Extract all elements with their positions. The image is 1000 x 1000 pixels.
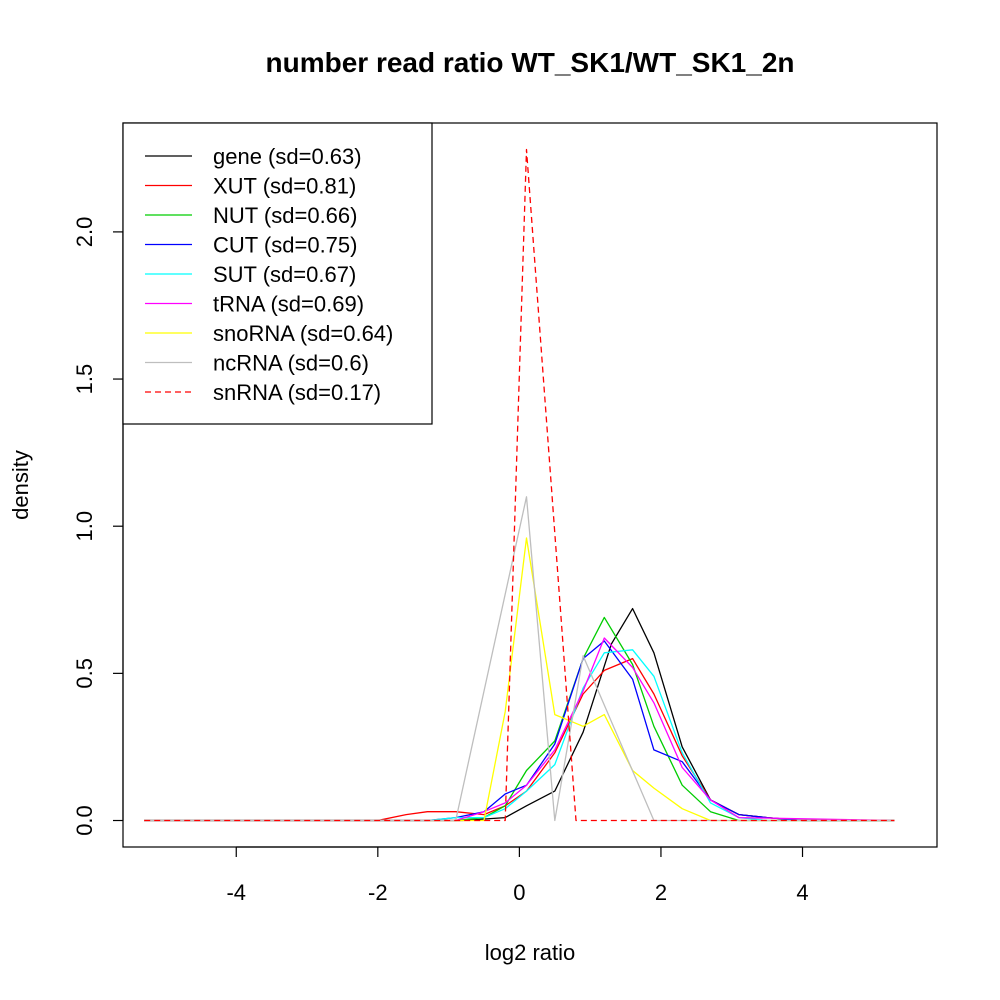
x-tick-label: -4 <box>226 880 246 905</box>
series-line-5 <box>144 637 895 822</box>
series-layer <box>144 148 895 822</box>
x-tick-label: 4 <box>796 880 808 905</box>
y-tick-label: 1.5 <box>72 364 97 395</box>
y-tick-label: 2.0 <box>72 217 97 248</box>
series-line-7 <box>144 496 895 822</box>
legend-label: SUT (sd=0.67) <box>213 262 356 287</box>
legend: gene (sd=0.63) XUT (sd=0.81) NUT (sd=0.66)… <box>122 122 433 425</box>
chart-title: number read ratio WT_SK1/WT_SK1_2n <box>265 47 794 78</box>
x-axis-label: log2 ratio <box>485 940 576 965</box>
y-axis: 0.0 0.5 1.0 1.5 2.0 <box>72 217 124 836</box>
x-tick-label: 2 <box>655 880 667 905</box>
legend-label: tRNA (sd=0.69) <box>213 292 364 317</box>
series-line-3 <box>144 640 895 822</box>
legend-label: ncRNA (sd=0.6) <box>213 351 369 376</box>
series-line-2 <box>144 616 895 822</box>
series-line-6 <box>144 537 895 822</box>
x-tick-label: 0 <box>513 880 525 905</box>
legend-label: XUT (sd=0.81) <box>213 174 356 199</box>
series-line-8 <box>144 148 895 822</box>
y-axis-label: density <box>8 450 33 520</box>
y-tick-label: 0.0 <box>72 805 97 836</box>
legend-label: snoRNA (sd=0.64) <box>213 321 393 346</box>
y-tick-label: 1.0 <box>72 511 97 542</box>
legend-label: gene (sd=0.63) <box>213 144 362 169</box>
legend-label: snRNA (sd=0.17) <box>213 380 381 405</box>
series-line-4 <box>144 649 895 822</box>
x-axis: -4 -2 0 2 4 <box>226 846 809 905</box>
legend-label: CUT (sd=0.75) <box>213 233 357 258</box>
y-tick-label: 0.5 <box>72 658 97 689</box>
x-tick-label: -2 <box>368 880 388 905</box>
legend-label: NUT (sd=0.66) <box>213 203 357 228</box>
